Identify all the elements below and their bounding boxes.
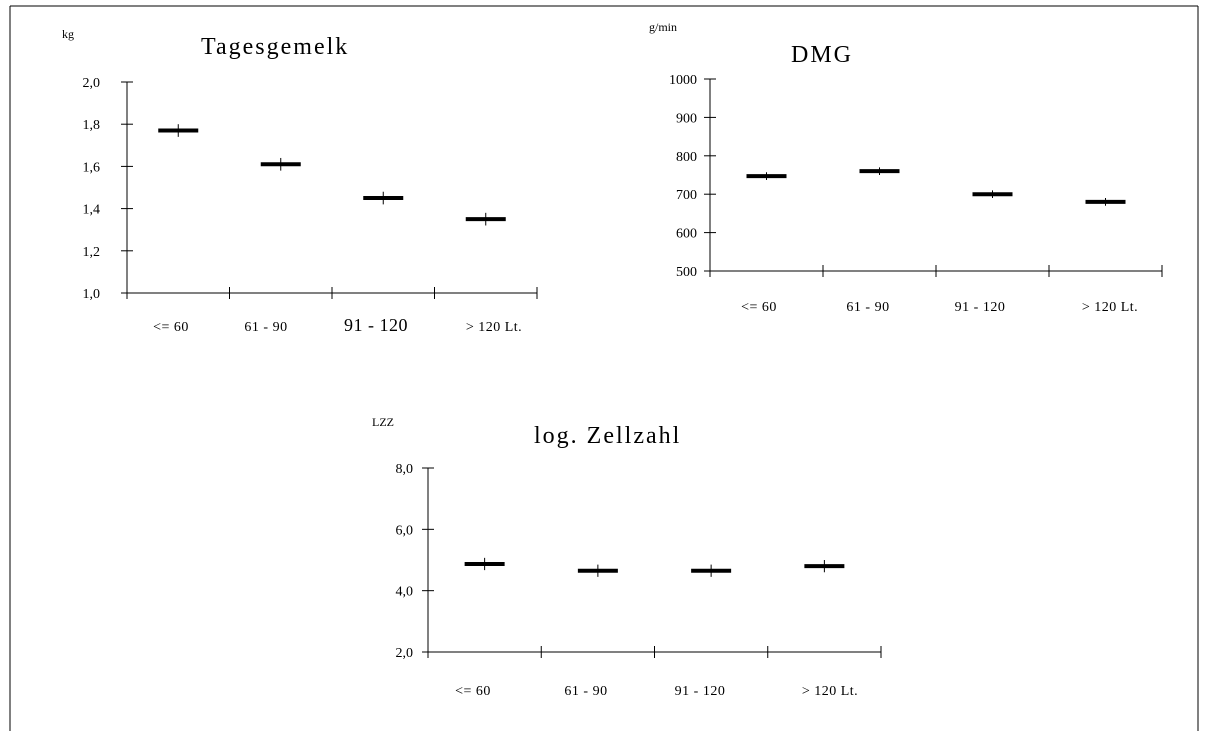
y-tick-label: 1,8	[83, 118, 101, 133]
x-category-label: <= 60	[455, 684, 491, 699]
y-tick-label: 2,0	[396, 646, 414, 661]
chart-title: DMG	[791, 42, 853, 68]
y-tick-label: 1,2	[83, 245, 101, 260]
x-category-label: 91 - 120	[675, 684, 726, 699]
y-tick-label: 600	[676, 227, 697, 242]
x-category-label: > 120 Lt.	[466, 320, 522, 335]
y-tick-label: 1,0	[83, 287, 101, 302]
x-category-label: > 120 Lt.	[1082, 300, 1138, 315]
x-category-label: 61 - 90	[846, 300, 889, 315]
x-category-label: 61 - 90	[564, 684, 607, 699]
chart-dmg: g/min DMG 500 600 700 800 900 1000 <= 60 61 - 9…	[649, 20, 1163, 315]
x-category-label: > 120 Lt.	[802, 684, 858, 699]
chart-title: log. Zellzahl	[534, 423, 681, 449]
x-category-label: <= 60	[741, 300, 777, 315]
y-tick-label: 500	[676, 265, 697, 280]
y-tick-label: 4,0	[396, 585, 414, 600]
x-category-label: <= 60	[153, 320, 189, 335]
y-tick-label: 8,0	[396, 462, 414, 477]
y-tick-label: 2,0	[83, 76, 101, 91]
y-tick-label: 1,4	[83, 203, 101, 218]
chart-title: Tagesgemelk	[201, 34, 349, 60]
x-category-label: 91 - 120	[344, 315, 408, 335]
y-axis-unit-label: g/min	[649, 20, 677, 34]
chart-tagesgemelk: kg Tagesgemelk 1,0 1,2 1,4 1,6 1,8 2,0 <= 60 61…	[62, 27, 538, 335]
y-tick-label: 1,6	[83, 160, 101, 175]
y-tick-label: 700	[676, 188, 697, 203]
x-category-label: 61 - 90	[244, 320, 287, 335]
y-tick-label: 6,0	[396, 523, 414, 538]
y-tick-label: 900	[676, 111, 697, 126]
x-category-label: 91 - 120	[955, 300, 1006, 315]
y-axis-unit-label: kg	[62, 27, 74, 41]
chart-log-zellzahl: LZZ log. Zellzahl 2,0 4,0 6,0 8,0 <= 60 61 - …	[372, 415, 882, 699]
y-tick-label: 1000	[669, 73, 697, 88]
y-axis-unit-label: LZZ	[372, 415, 394, 429]
y-tick-label: 800	[676, 150, 697, 165]
